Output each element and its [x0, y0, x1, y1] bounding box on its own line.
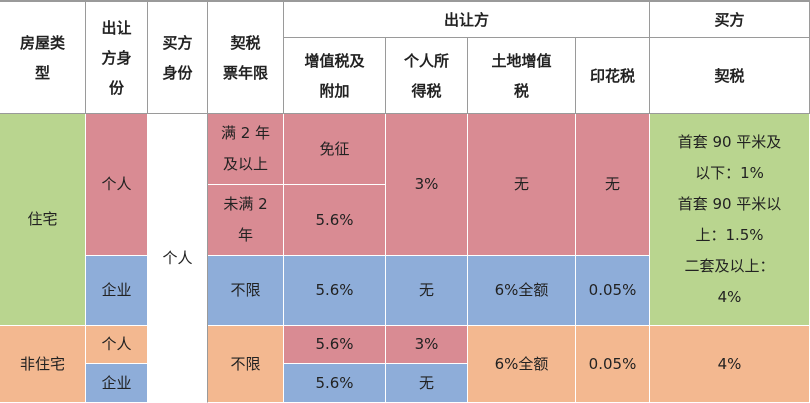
cell-non-res-individual: 个人 — [86, 326, 148, 364]
residential-label: 住宅 — [27, 210, 58, 228]
non-res-unlimited-label: 不限 — [230, 354, 261, 373]
non-res-pit-enterprise-value: 无 — [418, 373, 434, 392]
header-stamp-tax: 印花税 — [576, 38, 650, 114]
cell-stamp-individual: 无 — [576, 114, 650, 256]
header-buyer-identity: 买方 身份 — [148, 2, 208, 114]
cell-land-vat-individual: 无 — [468, 114, 576, 256]
cell-residential-individual: 个人 — [86, 114, 148, 256]
table-top-border — [0, 0, 810, 2]
deed-note-line4: 上：1.5% — [695, 225, 764, 244]
deed-note-line3: 首套 90 平米以 — [677, 194, 782, 213]
residential-enterprise-label: 企业 — [101, 281, 132, 299]
cell-non-res-vat-enterprise: 5.6% — [284, 364, 386, 403]
header-buyer-group: 买方 — [650, 2, 810, 38]
header-seller-group: 出让方 — [284, 2, 650, 38]
header-deed-tax-label: 契税 — [714, 66, 745, 85]
cell-vat-enterprise: 5.6% — [284, 256, 386, 326]
cell-non-res-deed-tax: 4% — [650, 326, 810, 403]
residential-unlimited-label: 不限 — [230, 281, 261, 299]
deed-note-line2: 以下：1% — [695, 163, 764, 182]
header-stamp-tax-label: 印花税 — [589, 66, 635, 85]
cell-non-res-unlimited: 不限 — [208, 326, 284, 403]
cell-residential-enterprise: 企业 — [86, 256, 148, 326]
vat-enterprise-value: 5.6% — [315, 281, 354, 299]
header-buyer-identity-line1: 买方 — [162, 33, 193, 52]
header-house-type-line2: 型 — [34, 63, 50, 82]
land-vat-individual-value: 无 — [513, 175, 529, 193]
header-vat-line1: 增值税及 — [304, 51, 365, 70]
under-2-years-line1: 未满 2 — [223, 195, 268, 213]
header-seller-identity: 出让 方身 份 — [86, 2, 148, 114]
header-seller-identity-line3: 份 — [108, 78, 124, 97]
non-res-deed-tax-value: 4% — [717, 354, 742, 373]
residential-individual-label: 个人 — [101, 175, 132, 193]
deed-note-line5: 二套及以上： — [684, 256, 775, 275]
header-land-vat-line1: 土地增值 — [491, 51, 552, 70]
header-house-type: 房屋类 型 — [0, 2, 86, 114]
cell-pit-individual: 3% — [386, 114, 468, 256]
header-pit-line1: 个人所 — [403, 51, 449, 70]
deed-note-line1: 首套 90 平米及 — [677, 132, 782, 151]
non-res-enterprise-label: 企业 — [101, 373, 132, 392]
buyer-individual-label: 个人 — [162, 248, 193, 267]
header-buyer-group-label: 买方 — [714, 10, 745, 29]
stamp-individual-value: 无 — [604, 175, 620, 193]
non-res-pit-individual-value: 3% — [414, 335, 439, 353]
header-pit-line2: 得税 — [411, 81, 442, 100]
cell-non-residential: 非住宅 — [0, 326, 86, 403]
header-buyer-identity-line2: 身份 — [162, 63, 193, 82]
land-vat-enterprise-value: 6%全额 — [494, 281, 549, 299]
cell-stamp-enterprise: 0.05% — [576, 256, 650, 326]
cell-residential-unlimited: 不限 — [208, 256, 284, 326]
pit-enterprise-value: 无 — [418, 281, 434, 299]
cell-pit-enterprise: 无 — [386, 256, 468, 326]
cell-over-2-years: 满 2 年 及以上 — [208, 114, 284, 185]
pit-individual-value: 3% — [414, 175, 439, 193]
vat-exempt-label: 免征 — [319, 139, 350, 158]
cell-deed-tax-residential: 首套 90 平米及 以下：1% 首套 90 平米以 上：1.5% 二套及以上： … — [650, 114, 810, 326]
header-vat-line2: 附加 — [319, 81, 350, 100]
stamp-enterprise-value: 0.05% — [588, 281, 637, 299]
cell-residential: 住宅 — [0, 114, 86, 326]
header-seller-group-label: 出让方 — [443, 10, 489, 29]
under-2-years-line2: 年 — [237, 226, 253, 244]
deed-note-line6: 4% — [717, 287, 742, 306]
non-res-stamp-value: 0.05% — [588, 354, 637, 373]
over-2-years-line1: 满 2 年 — [220, 124, 271, 142]
header-deed-tax-years-line1: 契税 — [230, 33, 261, 52]
header-personal-income-tax: 个人所 得税 — [386, 38, 468, 114]
cell-under-2-years: 未满 2 年 — [208, 185, 284, 256]
cell-non-res-pit-enterprise: 无 — [386, 364, 468, 403]
cell-non-res-vat-individual: 5.6% — [284, 326, 386, 364]
non-res-individual-label: 个人 — [101, 335, 132, 353]
cell-buyer-individual: 个人 — [148, 114, 208, 403]
over-2-years-line2: 及以上 — [222, 155, 268, 173]
cell-non-res-land-vat: 6%全额 — [468, 326, 576, 403]
header-deed-tax-years: 契税 票年限 — [208, 2, 284, 114]
header-land-vat: 土地增值 税 — [468, 38, 576, 114]
cell-vat-under2: 5.6% — [284, 185, 386, 256]
header-vat: 增值税及 附加 — [284, 38, 386, 114]
non-res-vat-enterprise-value: 5.6% — [315, 373, 354, 392]
cell-vat-exempt: 免征 — [284, 114, 386, 185]
header-deed-tax-years-line2: 票年限 — [222, 63, 268, 82]
non-res-vat-individual-value: 5.6% — [315, 335, 354, 353]
cell-non-res-pit-individual: 3% — [386, 326, 468, 364]
non-res-land-vat-value: 6%全额 — [494, 354, 549, 373]
cell-non-res-stamp: 0.05% — [576, 326, 650, 403]
header-house-type-line1: 房屋类 — [19, 33, 65, 52]
header-seller-identity-line2: 方身 — [101, 48, 132, 67]
cell-non-res-enterprise: 企业 — [86, 364, 148, 403]
header-seller-identity-line1: 出让 — [101, 18, 132, 37]
cell-land-vat-enterprise: 6%全额 — [468, 256, 576, 326]
header-land-vat-line2: 税 — [513, 81, 529, 100]
header-deed-tax: 契税 — [650, 38, 810, 114]
vat-under2-value: 5.6% — [315, 210, 354, 229]
non-residential-label: 非住宅 — [19, 354, 65, 373]
